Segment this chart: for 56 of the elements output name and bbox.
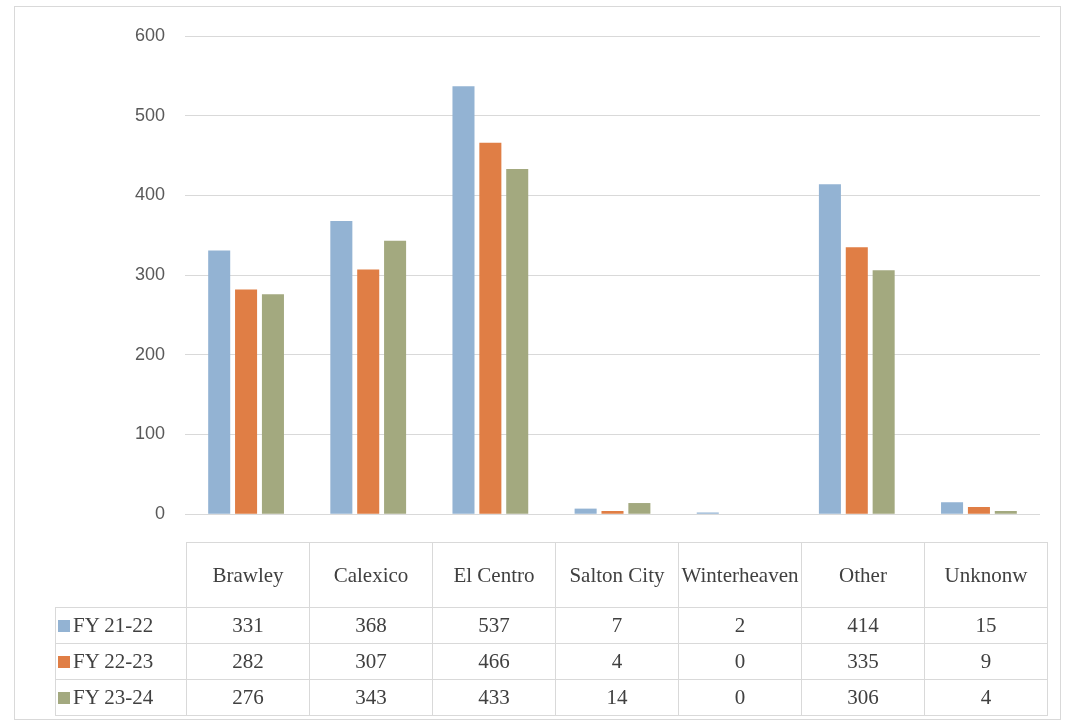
data-label: 466: [432, 643, 556, 680]
data-label: 15: [924, 607, 1048, 644]
bar: [845, 247, 868, 514]
bar: [384, 240, 407, 514]
data-label: 368: [309, 607, 433, 644]
bar: [506, 169, 529, 514]
bar: [261, 294, 284, 514]
data-label: 331: [186, 607, 310, 644]
data-label: 4: [555, 643, 679, 680]
bar: [330, 220, 353, 514]
y-tick-label: 500: [134, 104, 165, 125]
bar: [941, 502, 964, 514]
data-label: 537: [432, 607, 556, 644]
bar: [574, 508, 597, 514]
legend-label: FY 21-22: [73, 613, 154, 637]
data-label: 343: [309, 679, 433, 716]
bar: [872, 270, 895, 514]
y-tick-label: 0: [154, 503, 165, 524]
data-label: 335: [801, 643, 925, 680]
bar: [357, 269, 380, 514]
y-tick-label: 100: [134, 423, 165, 444]
x-tick-label: Brawley: [186, 542, 310, 608]
data-label: 307: [309, 643, 433, 680]
x-tick-label: Other: [801, 542, 925, 608]
data-label: 9: [924, 643, 1048, 680]
bar: [452, 86, 475, 514]
bar: [601, 511, 624, 514]
bar: [208, 250, 231, 514]
data-label: 7: [555, 607, 679, 644]
y-tick-label: 200: [134, 343, 165, 364]
legend-label: FY 23-24: [73, 685, 154, 709]
bar: [967, 507, 990, 514]
data-label: 0: [678, 679, 802, 716]
legend-label: FY 22-23: [73, 649, 154, 673]
data-label: 306: [801, 679, 925, 716]
y-tick-label: 400: [134, 184, 165, 205]
y-tick-label: 600: [134, 24, 165, 45]
data-label: 414: [801, 607, 925, 644]
data-label: 276: [186, 679, 310, 716]
x-tick-label: Salton City: [555, 542, 679, 608]
x-tick-label: Winterheaven: [678, 542, 802, 608]
bar: [818, 184, 841, 514]
bar: [235, 289, 258, 514]
data-label: 14: [555, 679, 679, 716]
x-tick-label: Calexico: [309, 542, 433, 608]
x-tick-label: Unknonw: [924, 542, 1048, 608]
bar: [628, 503, 651, 514]
data-label: 2: [678, 607, 802, 644]
y-tick-label: 300: [134, 264, 165, 285]
data-label: 4: [924, 679, 1048, 716]
bar: [479, 142, 502, 514]
data-label: 282: [186, 643, 310, 680]
data-label: 433: [432, 679, 556, 716]
x-tick-label: El Centro: [432, 542, 556, 608]
data-label: 0: [678, 643, 802, 680]
bar: [994, 511, 1017, 514]
